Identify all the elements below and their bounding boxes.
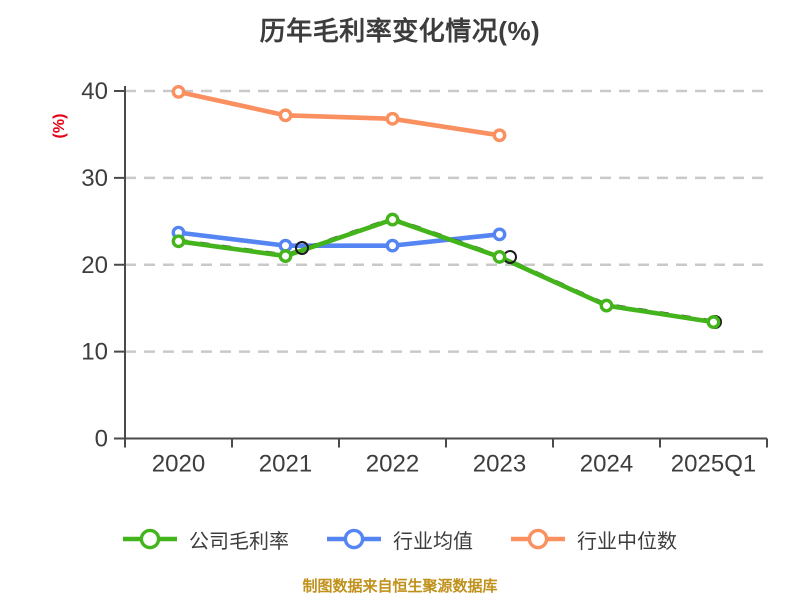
x-tick-label: 2024 bbox=[580, 451, 633, 478]
data-point-marker bbox=[385, 111, 400, 126]
data-point-marker bbox=[278, 108, 293, 123]
series-dark-dash-overlay bbox=[178, 216, 714, 322]
x-tick-label: 2025Q1 bbox=[671, 451, 756, 478]
legend-marker-icon bbox=[123, 528, 177, 550]
x-tick-label: 2020 bbox=[152, 451, 205, 478]
y-tick-label: 10 bbox=[81, 339, 108, 366]
legend-label: 公司毛利率 bbox=[189, 530, 289, 553]
series-line-0 bbox=[176, 217, 716, 325]
legend-marker-icon bbox=[327, 528, 381, 550]
series-line-2 bbox=[176, 89, 502, 138]
data-point-marker bbox=[599, 298, 614, 313]
plot-area: 0 10 20 30 40 2020 2021 2022 2023 2024 2025Q1 bbox=[81, 78, 768, 478]
data-point-marker bbox=[492, 128, 507, 143]
data-point-marker bbox=[706, 315, 721, 329]
data-point-marker bbox=[171, 234, 186, 249]
data-point-marker bbox=[492, 250, 507, 264]
ghost-ring bbox=[295, 241, 309, 255]
data-point-marker bbox=[492, 227, 507, 242]
data-point-marker bbox=[171, 84, 186, 99]
data-point-marker bbox=[385, 238, 400, 253]
x-tick-label: 2021 bbox=[259, 451, 312, 478]
chart-title: 历年毛利率变化情况(%) bbox=[259, 16, 541, 46]
y-tick-label: 0 bbox=[95, 426, 108, 453]
y-tick-label: 20 bbox=[81, 252, 108, 279]
legend-label: 行业中位数 bbox=[577, 530, 677, 553]
legend-item-1: 行业均值 bbox=[327, 525, 473, 554]
data-point-marker bbox=[385, 212, 400, 227]
legend-marker-icon bbox=[511, 528, 565, 550]
legend-label: 行业均值 bbox=[393, 530, 473, 553]
legend-item-2: 行业中位数 bbox=[511, 525, 677, 554]
x-tick-label: 2022 bbox=[366, 451, 419, 478]
legend-item-0: 公司毛利率 bbox=[123, 525, 289, 554]
legend: 公司毛利率 行业均值 行业中位数 bbox=[0, 521, 800, 557]
y-tick-label: 40 bbox=[81, 78, 108, 105]
data-point-marker bbox=[278, 249, 293, 263]
y-tick-label: 30 bbox=[81, 165, 108, 192]
data-source-credit: 制图数据来自恒生聚源数据库 bbox=[302, 578, 498, 595]
x-tick-label: 2023 bbox=[473, 451, 526, 478]
